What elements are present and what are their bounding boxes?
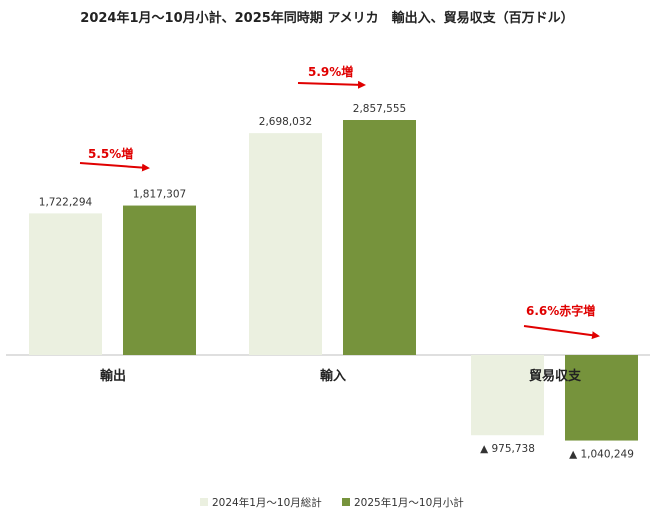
category-label-exports: 輸出: [100, 368, 126, 384]
legend-label-2025: 2025年1月〜10月小計: [354, 496, 464, 509]
chart-title: 2024年1月〜10月小計、2025年同時期 アメリカ 輸出入、貿易収支（百万ド…: [80, 10, 573, 26]
annotation-exports: 5.5%増: [88, 146, 133, 161]
legend-label-2024: 2024年1月〜10月総計: [212, 496, 322, 509]
bar-2025-trade-balance: [565, 355, 638, 441]
annotation-arrow-trade-balance: [523, 325, 600, 340]
bar-2025-imports: [343, 120, 416, 355]
legend-swatch-2025: [342, 498, 350, 506]
data-label-2024-trade-balance: ▲ 975,738: [480, 443, 535, 455]
legend-swatch-2024: [200, 498, 208, 506]
annotation-arrow-exports: [79, 162, 150, 172]
bar-2025-exports: [123, 205, 196, 355]
category-label-imports: 輸入: [320, 368, 346, 384]
annotation-imports: 5.9%増: [308, 64, 353, 79]
category-label-trade-balance: 貿易収支: [529, 368, 582, 384]
data-label-2025-trade-balance: ▲ 1,040,249: [569, 449, 634, 461]
annotations: 5.5%増 5.9%増 6.6%赤字増: [79, 64, 600, 340]
data-labels: 1,722,294 2,698,032 ▲ 975,738 1,817,307 2,85…: [39, 103, 634, 461]
data-label-2025-exports: 1,817,307: [133, 189, 186, 201]
annotation-arrow-imports: [297, 80, 366, 89]
annotation-trade-balance: 6.6%赤字増: [526, 303, 595, 318]
bar-2024-exports: [29, 213, 102, 355]
data-label-2024-imports: 2,698,032: [259, 116, 312, 128]
data-label-2024-exports: 1,722,294: [39, 196, 93, 208]
data-label-2025-imports: 2,857,555: [353, 103, 406, 115]
legend: 2024年1月〜10月総計 2025年1月〜10月小計: [200, 496, 464, 509]
bar-2024-trade-balance: [471, 355, 544, 436]
bar-2024-imports: [249, 133, 322, 355]
bars: [29, 120, 638, 441]
